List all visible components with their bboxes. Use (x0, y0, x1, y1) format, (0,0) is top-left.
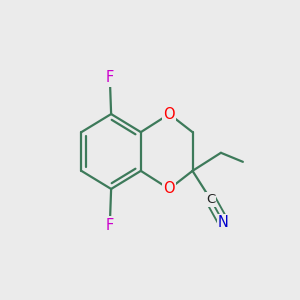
Text: C: C (206, 193, 215, 206)
Text: F: F (106, 70, 114, 86)
Text: N: N (218, 215, 229, 230)
Text: O: O (164, 182, 175, 196)
Text: F: F (106, 218, 114, 232)
Text: O: O (164, 106, 175, 122)
